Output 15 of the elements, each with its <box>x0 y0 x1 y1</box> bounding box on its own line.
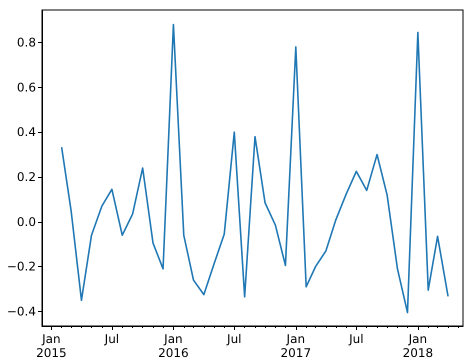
line-series <box>60 24 449 314</box>
y-tick-label: 0.6 <box>16 80 36 94</box>
x-tick-label: Jul <box>104 332 120 346</box>
x-tick-label: Jan 2017 <box>280 332 312 360</box>
x-tick-label: Jan 2015 <box>36 332 67 360</box>
x-tick-label: Jul <box>226 332 242 346</box>
x-tick-label: Jan 2016 <box>158 332 189 360</box>
x-tick-label: Jul <box>348 332 364 346</box>
y-tick-label: 0.8 <box>16 35 36 50</box>
x-tick-label: Jan 2018 <box>402 332 434 360</box>
y-tick-label: −0.2 <box>6 260 36 274</box>
y-tick-label: −0.4 <box>6 304 36 318</box>
y-tick-label: 0.0 <box>16 214 36 229</box>
y-tick-label: 0.4 <box>16 125 36 140</box>
y-tick-label: 0.2 <box>16 170 36 184</box>
